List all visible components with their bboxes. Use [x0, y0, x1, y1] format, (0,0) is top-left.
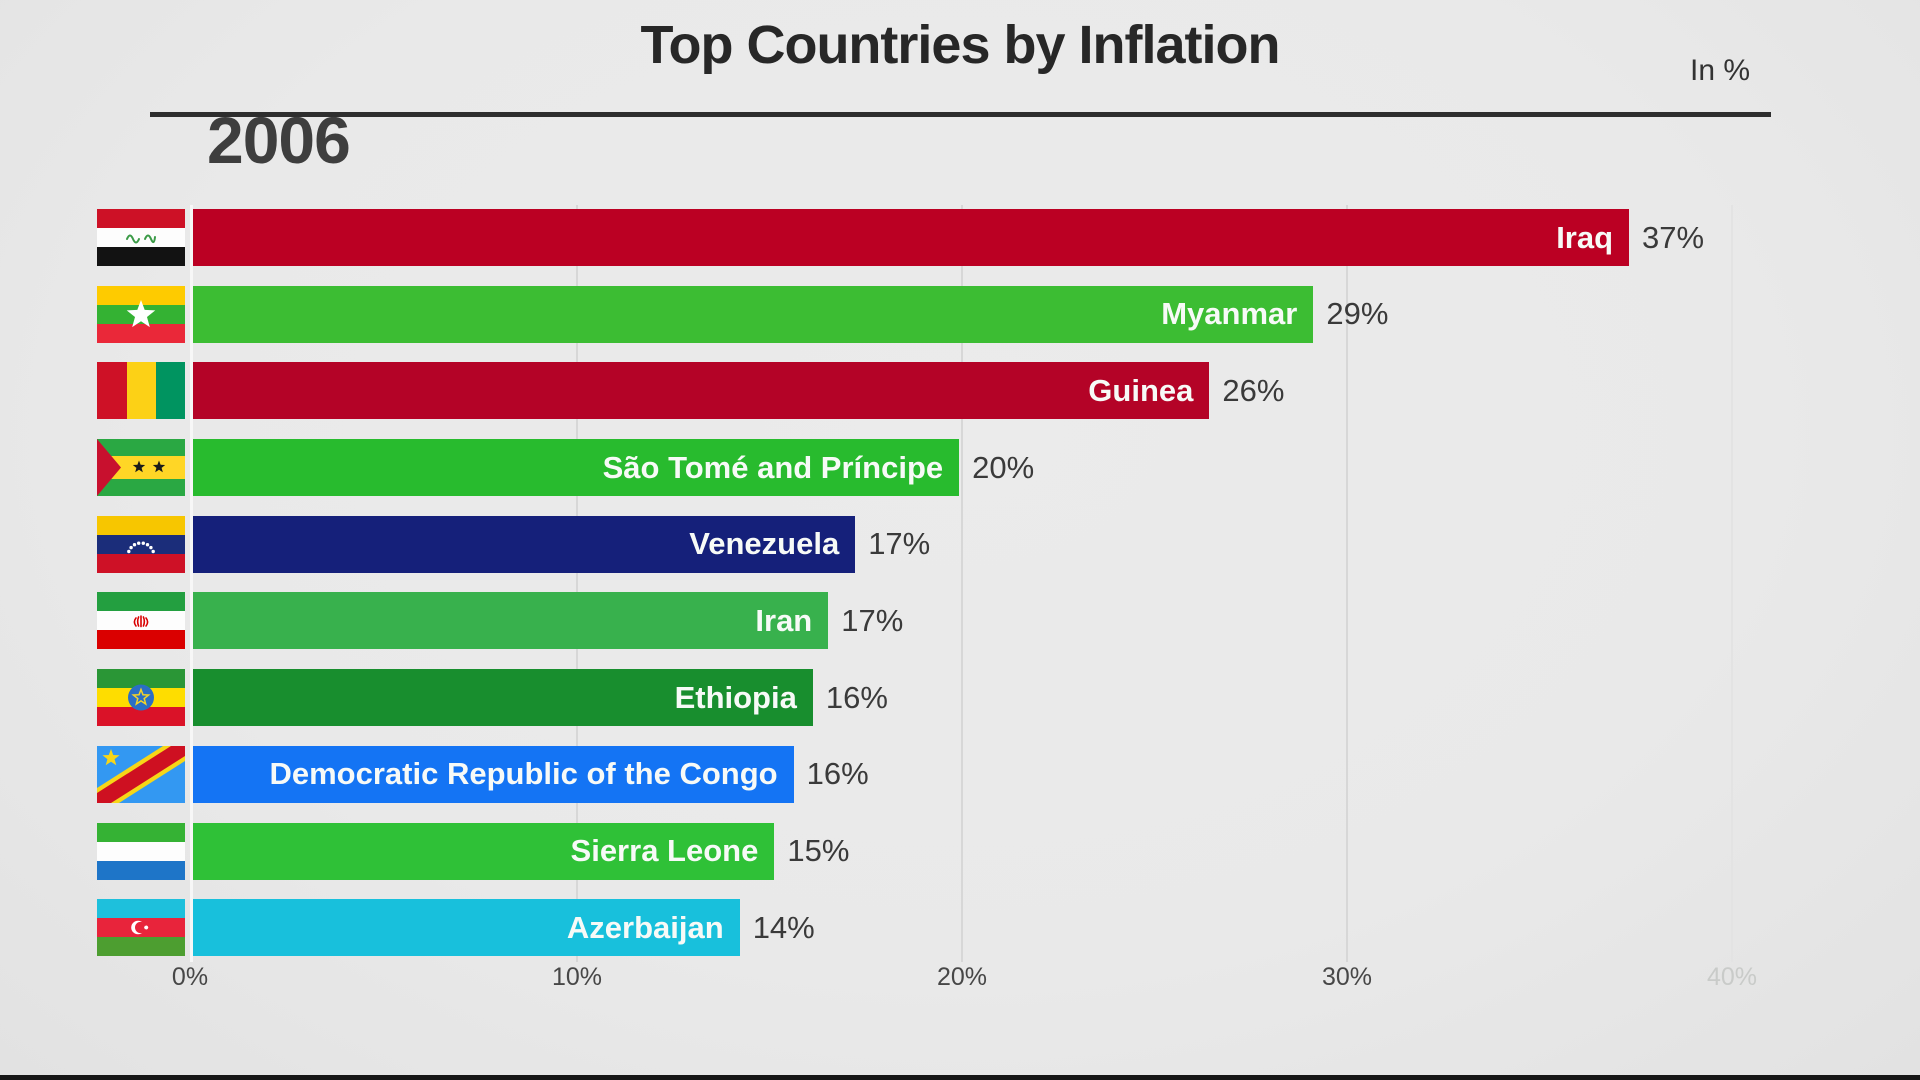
- bar-azerbaijan: Azerbaijan: [193, 899, 740, 957]
- myanmar-flag-icon: [97, 285, 185, 343]
- bar-row-guinea: Guinea 26%: [0, 362, 1920, 420]
- bar-row-myanmar: Myanmar 29%: [0, 285, 1920, 343]
- azerbaijan-flag-icon: [97, 899, 185, 957]
- bar-label: Iran: [755, 602, 813, 638]
- bar-label: Iraq: [1556, 219, 1614, 255]
- x-tick-40: 40%: [1706, 963, 1758, 991]
- bar-row-sao-tome-and-principe: São Tomé and Príncipe 20%: [0, 439, 1920, 497]
- bar-value: 16%: [825, 679, 888, 715]
- bar-venezuela: Venezuela: [193, 515, 856, 573]
- bar-value: 20%: [972, 449, 1035, 485]
- unit-label: In %: [1689, 54, 1751, 87]
- bar-value: 14%: [752, 909, 815, 945]
- bar-label: Myanmar: [1161, 296, 1298, 332]
- x-axis: 0% 10% 20% 30% 40%: [0, 963, 1920, 1003]
- sao-tome-and-principe-flag-icon: [97, 439, 185, 497]
- bar-value: 16%: [806, 756, 869, 792]
- bar-row-venezuela: Venezuela 17%: [0, 515, 1920, 573]
- x-tick-20: 20%: [936, 963, 988, 991]
- gridline-40pct: [1731, 205, 1733, 962]
- guinea-flag-icon: [97, 362, 185, 420]
- bar-democratic-republic-of-the-congo: Democratic Republic of the Congo: [193, 745, 794, 803]
- bar-row-iraq: Iraq 37%: [0, 209, 1920, 266]
- bar-guinea: Guinea: [193, 362, 1210, 420]
- bar-value: 17%: [868, 526, 931, 562]
- bar-myanmar: Myanmar: [193, 285, 1314, 343]
- bar-value: 29%: [1326, 296, 1389, 332]
- bar-value: 37%: [1642, 219, 1705, 255]
- gridline-20pct: [961, 205, 963, 962]
- iran-flag-icon: [97, 592, 185, 650]
- bar-label: São Tomé and Príncipe: [602, 449, 944, 485]
- x-tick-30: 30%: [1321, 963, 1373, 991]
- title-divider: [150, 112, 1771, 117]
- bar-row-democratic-republic-of-the-congo: Democratic Republic of the Congo 16%: [0, 745, 1920, 803]
- page-title: Top Countries by Inflation: [640, 15, 1281, 75]
- axis-zero-line: [190, 205, 193, 962]
- bar-sao-tome-and-principe: São Tomé and Príncipe: [193, 439, 960, 497]
- bar-label: Azerbaijan: [566, 909, 724, 945]
- bottom-edge-strip: [0, 1075, 1920, 1080]
- gridline-30pct: [1346, 205, 1348, 962]
- bars-area: Iraq 37% Myanmar 29%: [0, 209, 1920, 976]
- x-tick-0: 0%: [171, 963, 209, 991]
- bar-row-ethiopia: Ethiopia 16%: [0, 669, 1920, 727]
- bar-label: Guinea: [1088, 372, 1194, 408]
- bar-ethiopia: Ethiopia: [193, 669, 813, 727]
- bar-label: Sierra Leone: [570, 833, 759, 868]
- bar-iran: Iran: [193, 592, 829, 650]
- bar-value: 17%: [841, 602, 904, 638]
- x-tick-10: 10%: [551, 963, 603, 991]
- bar-label: Democratic Republic of the Congo: [269, 756, 778, 792]
- ethiopia-flag-icon: [97, 669, 185, 727]
- bar-value: 15%: [787, 833, 850, 868]
- bar-row-sierra-leone: Sierra Leone 15%: [0, 822, 1920, 880]
- bar-label: Ethiopia: [674, 679, 797, 715]
- iraq-flag-icon: [97, 209, 185, 266]
- bar-iraq: Iraq: [193, 209, 1630, 266]
- bar-sierra-leone: Sierra Leone: [193, 822, 775, 880]
- democratic-republic-of-the-congo-flag-icon: [97, 745, 185, 803]
- bar-row-iran: Iran 17%: [0, 592, 1920, 650]
- gridline-10pct: [576, 205, 578, 962]
- venezuela-flag-icon: [97, 515, 185, 573]
- year-label: 2006: [207, 103, 351, 177]
- sierra-leone-flag-icon: [97, 822, 185, 880]
- bar-row-azerbaijan: Azerbaijan 14%: [0, 899, 1920, 957]
- bar-label: Venezuela: [689, 526, 840, 562]
- bar-value: 26%: [1222, 372, 1285, 408]
